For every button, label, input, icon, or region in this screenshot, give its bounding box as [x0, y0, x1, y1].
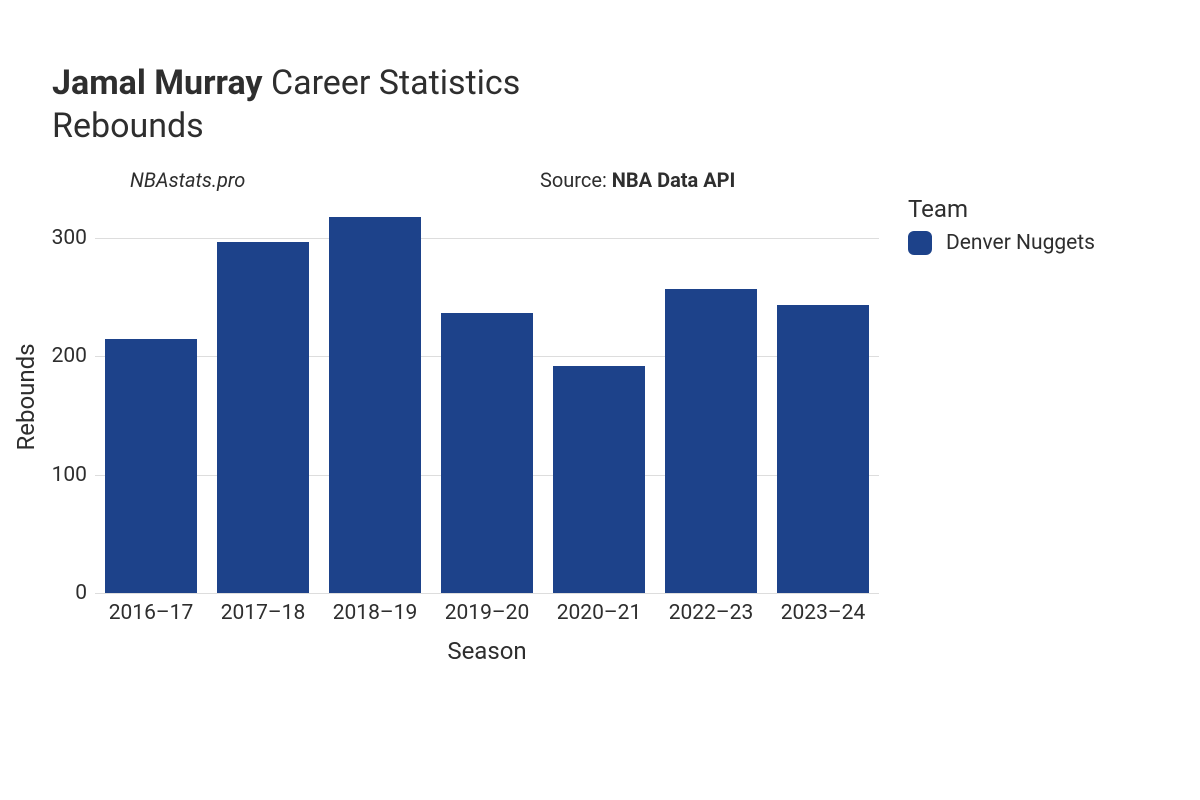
bar — [329, 217, 421, 593]
title-suffix: Career Statistics — [271, 63, 520, 103]
y-tick-label: 100 — [27, 463, 87, 487]
chart-container: Jamal Murray Career Statistics Rebounds … — [0, 0, 1200, 800]
y-tick-label: 200 — [27, 344, 87, 368]
x-tick-label: 2018–19 — [333, 593, 418, 625]
x-tick-label: 2022–23 — [669, 593, 754, 625]
bar — [217, 242, 309, 593]
bar — [777, 305, 869, 593]
x-tick-label: 2019–20 — [445, 593, 530, 625]
title-player-name: Jamal Murray — [52, 63, 263, 103]
x-tick-label: 2016–17 — [109, 593, 194, 625]
watermark-text: NBAstats.pro — [130, 168, 245, 192]
y-tick-label: 300 — [27, 226, 87, 250]
legend-swatch — [908, 231, 932, 255]
legend-title: Team — [908, 195, 1095, 223]
x-tick-label: 2020–21 — [557, 593, 642, 625]
chart-subtitle: Rebounds — [52, 105, 1200, 148]
y-tick-label: 0 — [27, 581, 87, 605]
x-tick-label: 2023–24 — [781, 593, 866, 625]
legend-item: Denver Nuggets — [908, 231, 1095, 255]
bar — [665, 289, 757, 594]
source-name: NBA Data API — [612, 168, 736, 192]
legend-item-label: Denver Nuggets — [946, 231, 1095, 255]
chart-title: Jamal Murray Career Statistics — [52, 62, 1200, 105]
bar — [441, 313, 533, 593]
gridline — [95, 238, 879, 239]
legend: Team Denver Nuggets — [908, 195, 1095, 255]
source-prefix: Source: — [540, 168, 612, 192]
bar — [553, 366, 645, 593]
x-tick-label: 2017–18 — [221, 593, 306, 625]
source-attribution: Source: NBA Data API — [540, 168, 735, 192]
bar — [105, 339, 197, 593]
plot-area: Season 01002003002016–172017–182018–1920… — [95, 202, 879, 593]
